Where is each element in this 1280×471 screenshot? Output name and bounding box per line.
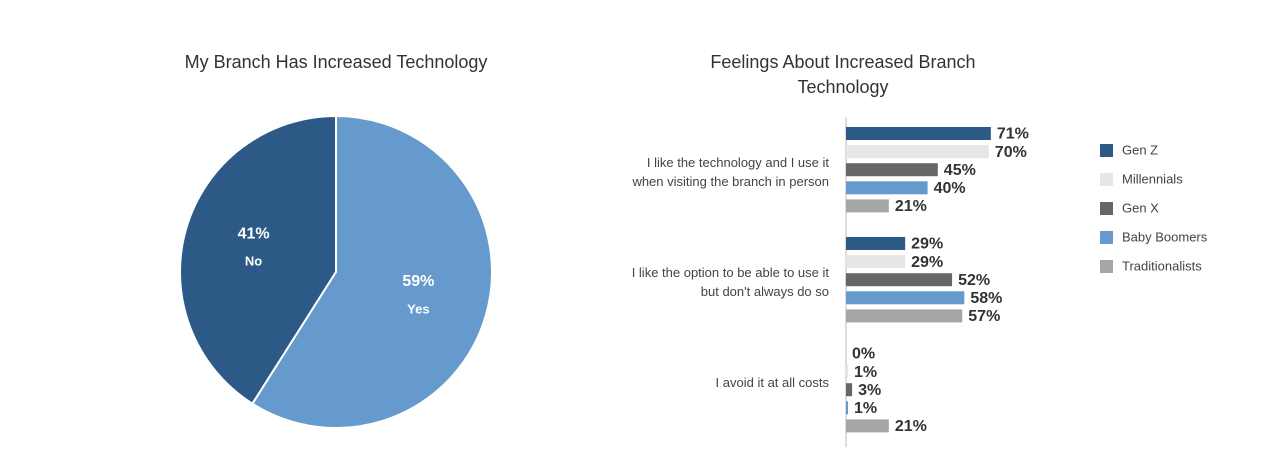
data-label: 21% xyxy=(895,198,927,215)
bar xyxy=(846,127,991,140)
bar xyxy=(846,181,928,195)
data-label: 3% xyxy=(858,382,881,399)
category-label: I like the option to be able to use it b… xyxy=(631,265,829,300)
data-label: 70% xyxy=(995,144,1027,161)
data-label: 1% xyxy=(854,400,877,417)
legend-swatch xyxy=(1100,231,1113,244)
legend-swatch xyxy=(1100,173,1113,186)
legend-label: Gen X xyxy=(1122,200,1159,215)
category-label: I like the technology and I use it when … xyxy=(632,155,829,190)
bar xyxy=(846,401,849,415)
data-label: 71% xyxy=(997,126,1029,143)
slice-label: No xyxy=(245,254,262,269)
data-label: 40% xyxy=(934,180,966,197)
data-label: 1% xyxy=(854,364,877,381)
slice-label: Yes xyxy=(407,301,429,316)
legend-swatch xyxy=(1100,260,1113,273)
data-label: 29% xyxy=(911,254,943,271)
legend-label: Gen Z xyxy=(1122,142,1158,157)
chart-title: My Branch Has Increased Technology xyxy=(184,52,488,72)
bar xyxy=(846,163,938,177)
data-label: 45% xyxy=(944,162,976,179)
pie-slice xyxy=(251,114,493,429)
bar xyxy=(846,365,849,379)
data-label: 29% xyxy=(911,236,943,253)
legend-label: Millennials xyxy=(1122,171,1183,186)
data-label: 59% xyxy=(402,273,434,290)
data-label: 58% xyxy=(970,290,1002,307)
bar xyxy=(846,237,906,250)
bar xyxy=(846,383,853,397)
bar xyxy=(846,145,989,159)
bar xyxy=(846,273,953,287)
bar xyxy=(846,419,889,433)
chart-title: Feelings About Increased Branch Technolo… xyxy=(710,52,976,97)
category-label: I avoid it at all costs xyxy=(715,375,829,391)
data-label: 0% xyxy=(852,346,875,363)
bar xyxy=(846,199,889,213)
data-label: 21% xyxy=(895,418,927,435)
bar xyxy=(846,309,963,323)
data-label: 41% xyxy=(238,225,270,242)
bar xyxy=(846,255,906,269)
data-label: 57% xyxy=(968,308,1000,325)
legend-label: Traditionalists xyxy=(1122,258,1202,273)
legend-swatch xyxy=(1100,144,1113,157)
legend-label: Baby Boomers xyxy=(1122,229,1208,244)
data-label: 52% xyxy=(958,272,990,289)
legend-swatch xyxy=(1100,202,1113,215)
bar xyxy=(846,291,965,305)
